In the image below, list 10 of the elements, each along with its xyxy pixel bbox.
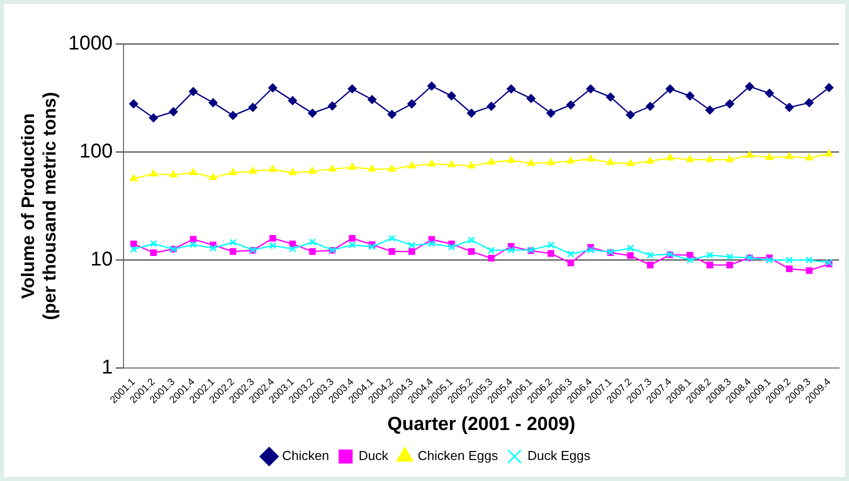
x-axis-title: Quarter (2001 - 2009) xyxy=(387,414,576,435)
y-tick-label: 10 xyxy=(90,248,113,271)
legend-label: Duck xyxy=(358,448,389,464)
legend-label: Chicken Eggs xyxy=(418,448,498,464)
y-tick-label: 100 xyxy=(79,140,113,163)
y-axis-title: Volume of Production (per thousand metric tons) xyxy=(18,92,60,320)
y-tick-label: 1 xyxy=(102,356,113,379)
legend-label: Chicken xyxy=(282,448,330,464)
legend-label: Duck Eggs xyxy=(527,448,591,464)
y-tick-label: 1000 xyxy=(68,32,113,55)
